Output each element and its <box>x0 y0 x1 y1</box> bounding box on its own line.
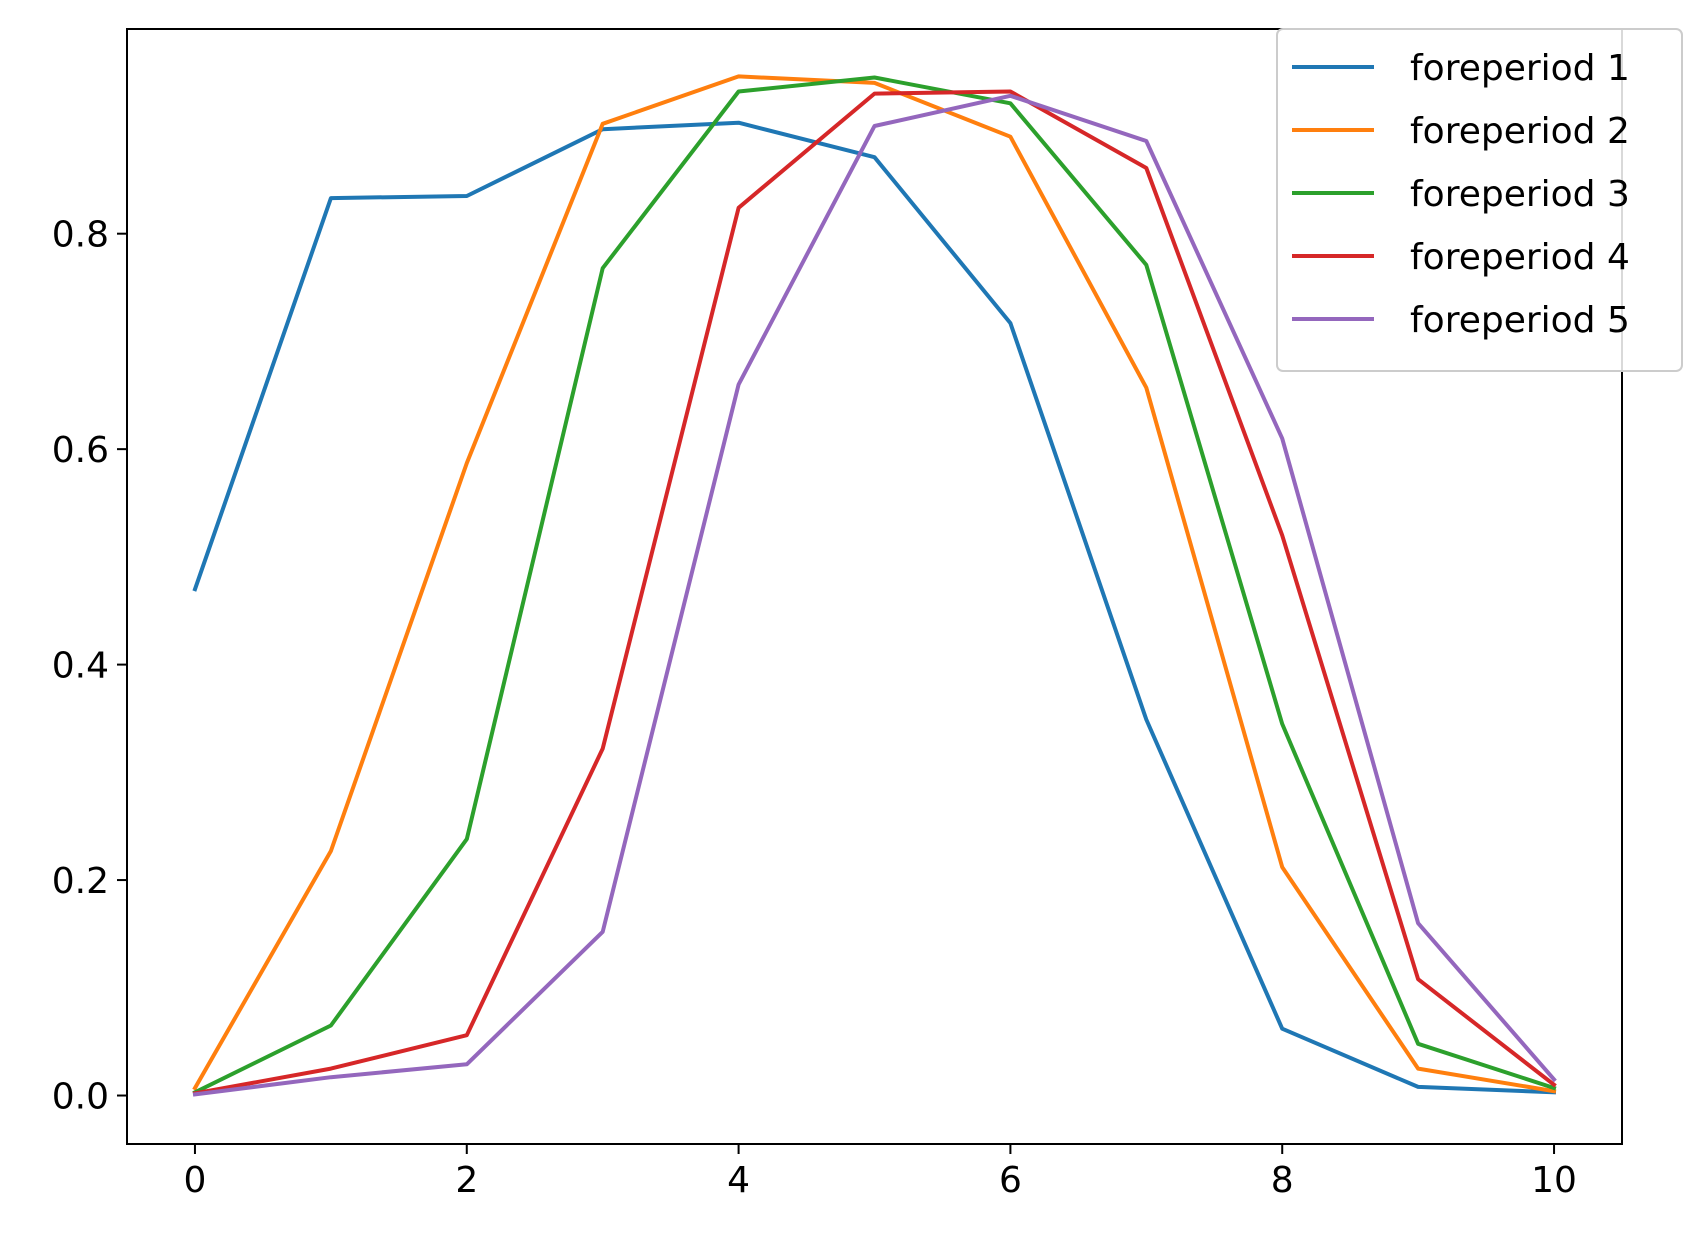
x-tick-label: 8 <box>1271 1160 1294 1201</box>
y-tick-label: 0.2 <box>52 861 109 902</box>
y-tick-label: 0.4 <box>52 646 109 687</box>
legend-label-3: foreperiod 3 <box>1410 174 1630 215</box>
legend-label-4: foreperiod 4 <box>1410 237 1630 278</box>
x-tick-label: 0 <box>184 1160 207 1201</box>
series-line-1 <box>192 120 1557 1095</box>
plot-frame <box>126 28 1623 1145</box>
x-tick-label: 10 <box>1531 1160 1577 1201</box>
legend-label-2: foreperiod 2 <box>1410 111 1630 152</box>
y-tick-label: 0.6 <box>52 430 109 471</box>
axes-layer: 0 2 4 6 8 10 0.0 0.2 0.4 0.6 0.8 <box>52 215 1577 1201</box>
x-tick-label: 2 <box>455 1160 478 1201</box>
x-tick-label: 6 <box>999 1160 1022 1201</box>
y-tick-label: 0.0 <box>52 1077 109 1118</box>
series-line-2 <box>192 74 1557 1094</box>
y-tick-label: 0.8 <box>52 215 109 256</box>
series-layer <box>192 74 1557 1097</box>
legend: foreperiod 1 foreperiod 2 foreperiod 3 fore… <box>1276 28 1683 372</box>
legend-label-1: foreperiod 1 <box>1410 48 1630 89</box>
series-line-5 <box>192 93 1557 1097</box>
x-tick-label: 4 <box>727 1160 750 1201</box>
series-line-4 <box>192 89 1557 1096</box>
legend-label-5: foreperiod 5 <box>1410 300 1630 341</box>
series-line-3 <box>192 75 1557 1095</box>
legend-box <box>1276 28 1683 372</box>
